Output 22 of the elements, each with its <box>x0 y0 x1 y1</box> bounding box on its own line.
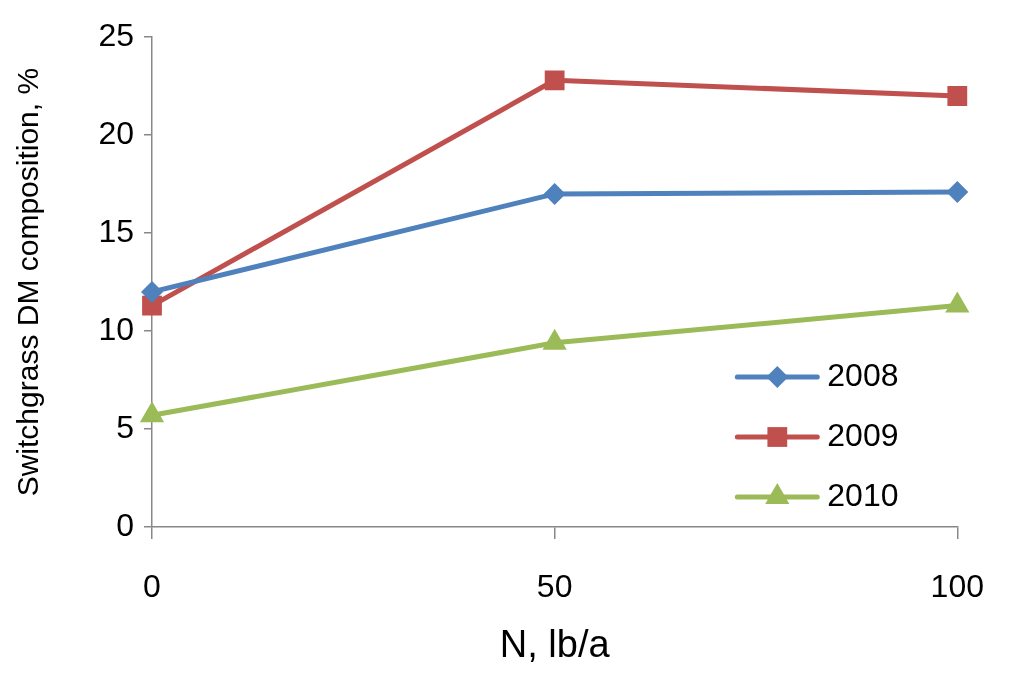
x-tick-label: 0 <box>143 568 161 605</box>
legend-label: 2009 <box>827 416 899 453</box>
legend-label: 2008 <box>827 356 899 393</box>
y-tick-label: 10 <box>98 310 134 347</box>
point <box>542 328 567 350</box>
y-tick-label: 25 <box>98 17 134 54</box>
point <box>543 182 566 205</box>
legend-label: 2010 <box>827 476 899 513</box>
y-axis-title: Switchgrass DM composition, % <box>11 67 45 497</box>
x-axis-title: N, lb/a <box>499 622 611 665</box>
x-tick-label: 100 <box>930 568 984 605</box>
y-tick-label: 5 <box>116 408 134 445</box>
point <box>947 86 968 106</box>
point <box>544 70 565 91</box>
x-tick-label: 50 <box>536 568 573 605</box>
point <box>139 401 165 423</box>
y-tick-label: 20 <box>98 114 134 151</box>
point <box>141 280 163 303</box>
point <box>945 291 970 313</box>
y-tick-label: 0 <box>116 506 134 543</box>
point <box>946 180 969 203</box>
y-tick-label: 15 <box>98 212 134 249</box>
